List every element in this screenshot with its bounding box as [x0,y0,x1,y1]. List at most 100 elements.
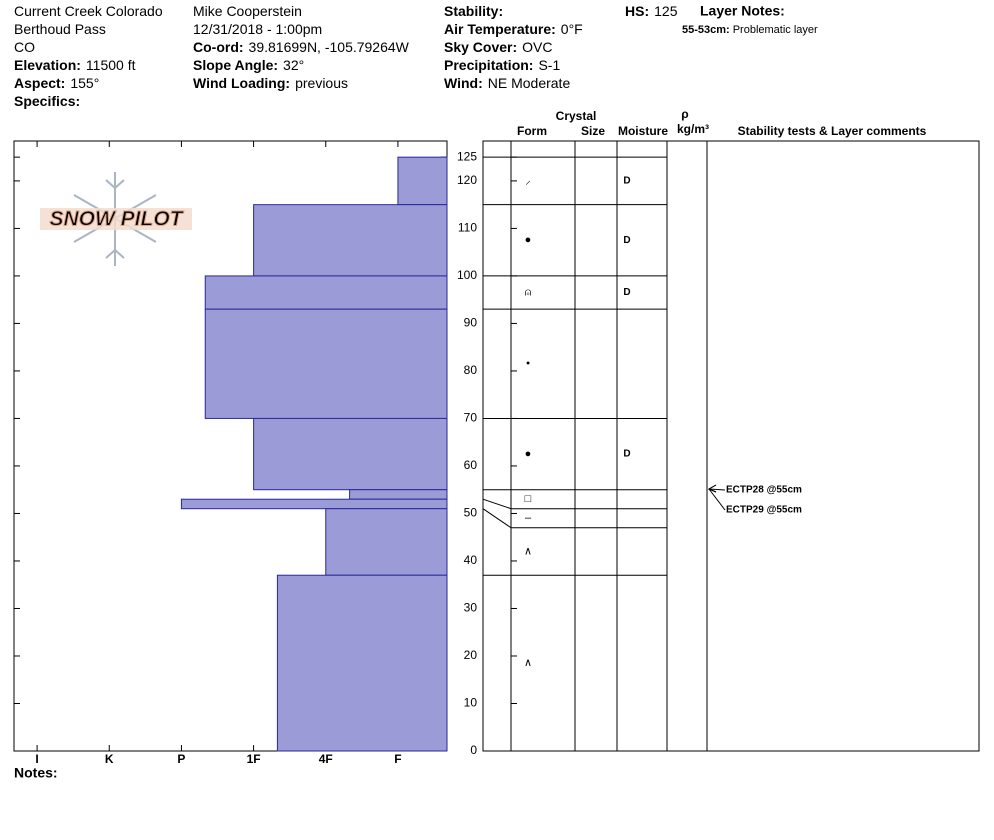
field-label: Precipitation: [444,57,533,73]
x-tick-label: 1F [247,752,261,766]
field-value: Berthoud Pass [14,21,106,37]
notes-label: Notes: [14,765,58,781]
header-field: HS: 125 [625,3,678,19]
y-tick-label: 125 [457,149,477,163]
y-tick-label: 50 [464,506,478,520]
field-value: previous [295,75,348,91]
y-tick-label: 100 [457,268,477,282]
column-header: kg/m³ [677,122,709,136]
test-arrowhead [707,484,717,493]
field-value: 155° [70,75,99,91]
y-tick-label: 40 [464,553,478,567]
grain-form: ⍝ [525,286,532,298]
field-value: CO [14,39,35,55]
column-header: Size [581,124,605,138]
header-field: Berthoud Pass [14,21,106,37]
grain-form: • [526,358,530,370]
header-field: Wind: NE Moderate [444,75,570,91]
y-tick-label: 20 [464,648,478,662]
y-tick-label: 10 [464,696,478,710]
layer-boundary [482,498,512,510]
y-tick-label: 30 [464,601,478,615]
hardness-bar [397,156,448,206]
snowflake-arm [105,248,125,259]
x-tick-label: 4F [319,752,333,766]
field-label: Co-ord: [193,39,244,55]
field-label: Specifics: [14,93,80,109]
y-tick-label: 120 [457,173,477,187]
snowflake-arm [105,179,125,190]
grain-form: ⸝ [525,175,531,187]
header-field: Sky Cover: OVC [444,39,553,55]
field-label: Slope Angle: [193,57,278,73]
hardness-bar [253,204,448,277]
layer-boundary [482,508,512,529]
grain-form: ● [525,234,532,246]
note-label: 55-53cm: [682,24,730,36]
field-value: 32° [283,57,304,73]
y-tick-label: 60 [464,458,478,472]
layer-note: 55-53cm: Problematic layer [682,24,818,36]
moisture: D [623,176,630,187]
hardness-bar [204,275,448,310]
hardness-bar [325,508,448,576]
x-tick-label: I [35,752,38,766]
hardness-bar [276,574,448,752]
column-header: Stability tests & Layer comments [738,124,927,138]
stability-test: ECTP28 @55cm [726,485,802,496]
header-field: Slope Angle: 32° [193,57,304,73]
y-tick-label: 80 [464,363,478,377]
logo-text: SNOW PILOT [50,208,185,231]
stability-test: ECTP29 @55cm [726,505,802,516]
field-label: Wind: [444,75,483,91]
field-label: Air Temperature: [444,21,556,37]
field-value: 11500 ft [86,57,136,73]
header-field: Aspect: 155° [14,75,99,91]
header-field: Current Creek Colorado [14,3,163,19]
grain-form: ● [525,448,532,460]
header-field: Precipitation: S-1 [444,57,560,73]
field-label: HS: [625,3,649,19]
moisture: D [623,287,630,298]
header-field: Elevation: 11500 ft [14,57,136,73]
hardness-bar [253,417,448,491]
logo-band [40,208,192,230]
y-tick-label: 0 [470,743,477,757]
column-header: ρ [681,107,688,121]
hardness-bar [204,308,448,419]
y-tick-label: 110 [458,221,477,235]
field-label: Elevation: [14,57,81,73]
header-field: Specifics: [14,93,80,109]
grain-form: □ [525,493,532,505]
field-value: 39.81699N, -105.79264W [249,39,410,55]
field-value: OVC [522,39,552,55]
header-field: CO [14,39,35,55]
header-field: Air Temperature: 0°F [444,21,583,37]
hardness-bar [180,498,448,510]
grain-form: ∧ [524,545,532,557]
test-arrow [708,488,726,491]
field-label: Stability: [444,3,503,19]
field-value: Current Creek Colorado [14,3,163,19]
header-field: Co-ord: 39.81699N, -105.79264W [193,39,410,55]
column-header: Moisture [618,124,668,138]
table-columns [510,141,708,751]
y-tick-label: 70 [464,411,478,425]
header-field: Wind Loading: previous [193,75,348,91]
field-value: 12/31/2018 - 1:00pm [193,21,322,37]
x-tick-label: P [177,752,185,766]
layer-table-frame [482,140,980,752]
field-label: Wind Loading: [193,75,290,91]
moisture: D [623,449,630,460]
hardness-bar [349,489,448,500]
field-value: Mike Cooperstein [193,3,302,19]
moisture: D [623,235,630,246]
header-field: Mike Cooperstein [193,3,302,19]
column-header: Crystal [556,109,597,123]
header-field: Stability: [444,3,503,19]
field-label: Aspect: [14,75,65,91]
header-field: 12/31/2018 - 1:00pm [193,21,322,37]
field-value: NE Moderate [488,75,571,91]
